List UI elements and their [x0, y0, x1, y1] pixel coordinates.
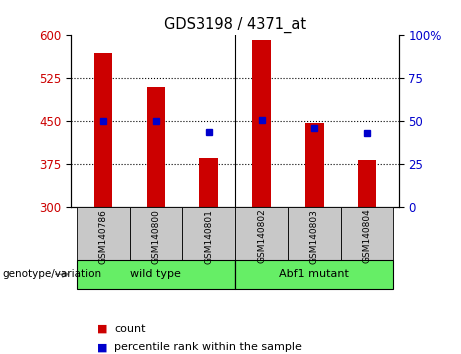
Text: GSM140800: GSM140800	[151, 209, 160, 264]
Bar	[200, 159, 218, 207]
Text: ■: ■	[97, 342, 107, 352]
Text: percentile rank within the sample: percentile rank within the sample	[114, 342, 302, 352]
Bar	[77, 207, 130, 260]
Text: GSM140786: GSM140786	[99, 209, 107, 264]
Bar	[252, 40, 271, 207]
Bar	[358, 160, 376, 207]
Text: genotype/variation: genotype/variation	[2, 269, 101, 279]
Title: GDS3198 / 4371_at: GDS3198 / 4371_at	[164, 16, 306, 33]
Text: GSM140804: GSM140804	[363, 209, 372, 263]
Bar	[288, 207, 341, 260]
Text: GSM140801: GSM140801	[204, 209, 213, 264]
Bar	[235, 207, 288, 260]
Bar	[182, 207, 235, 260]
Bar	[305, 123, 324, 207]
Bar	[147, 87, 165, 207]
Bar	[235, 260, 394, 289]
Text: wild type: wild type	[130, 269, 181, 279]
Bar	[341, 207, 394, 260]
Bar	[77, 260, 235, 289]
Text: Abf1 mutant: Abf1 mutant	[279, 269, 349, 279]
Text: GSM140802: GSM140802	[257, 209, 266, 263]
Text: count: count	[114, 324, 146, 334]
Text: ■: ■	[97, 324, 107, 334]
Bar	[94, 52, 112, 207]
Text: GSM140803: GSM140803	[310, 209, 319, 264]
Bar	[130, 207, 182, 260]
